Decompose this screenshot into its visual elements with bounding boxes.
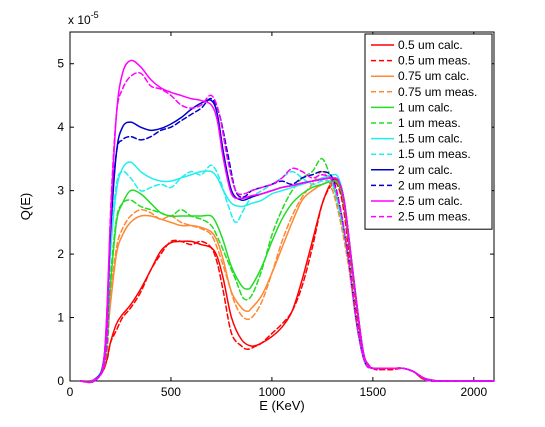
legend-entry-label: 1 um meas. xyxy=(398,116,461,130)
y-tick-label: 3 xyxy=(57,184,64,198)
legend-entry-label: 2.5 um meas. xyxy=(398,210,471,224)
y-tick-label: 1 xyxy=(57,311,64,325)
y-tick-label: 5 xyxy=(57,57,64,71)
x-tick-label: 0 xyxy=(67,385,74,399)
legend-entry-label: 0.75 um meas. xyxy=(398,85,477,99)
x-tick-label: 1500 xyxy=(360,385,387,399)
legend: 0.5 um calc. 0.5 um meas.0.75 um calc. 0.7… xyxy=(364,33,493,230)
legend-entry-label: 0.5 um meas. xyxy=(398,54,471,68)
y-tick-label: 0 xyxy=(57,374,64,388)
legend-entry-label: 1.5 um meas. xyxy=(398,147,471,161)
series-line-11 xyxy=(79,71,495,384)
x-tick-label: 500 xyxy=(161,385,181,399)
legend-entry-label: 2.5 um calc. xyxy=(398,194,463,208)
x-tick-label: 1000 xyxy=(259,385,286,399)
y-multiplier-label: x 10-5 xyxy=(68,10,99,27)
y-tick-label: 2 xyxy=(57,247,64,261)
series-line-1 xyxy=(79,182,495,383)
x-axis: 0 500 1000 1500 2000 xyxy=(67,32,487,399)
x-tick-label: 2000 xyxy=(460,385,487,399)
legend-box xyxy=(364,33,493,230)
y-axis-label: Q(E) xyxy=(18,193,33,220)
legend-entry-label: 0.75 um calc. xyxy=(398,69,469,83)
series-layer xyxy=(79,59,495,384)
legend-entry-label: 2 um calc. xyxy=(398,163,453,177)
legend-entry-label: 2 um meas. xyxy=(398,178,461,192)
y-tick-label: 4 xyxy=(57,120,64,134)
legend-entry-label: 1.5 um calc. xyxy=(398,132,463,146)
legend-entry-label: 1 um calc. xyxy=(398,100,453,114)
legend-entry-label: 0.5 um calc. xyxy=(398,38,463,52)
x-axis-label: E (KeV) xyxy=(259,398,305,413)
